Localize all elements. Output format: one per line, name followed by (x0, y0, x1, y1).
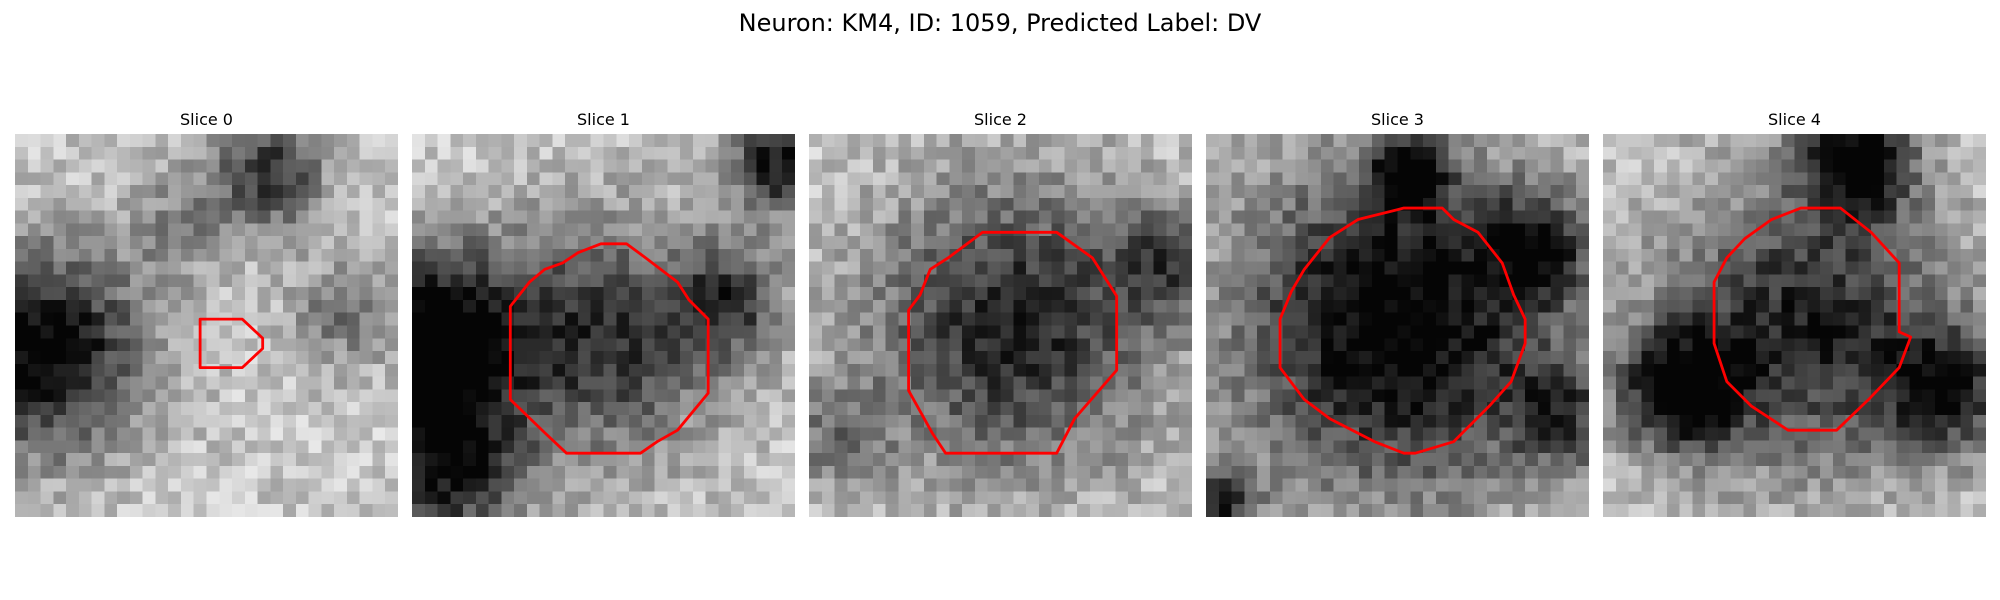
slice-title-2: Slice 2 (974, 110, 1027, 129)
slice-title-1: Slice 1 (577, 110, 630, 129)
segmentation-contour-3 (1278, 206, 1527, 455)
slice-image-2 (809, 134, 1192, 517)
slice-title-3: Slice 3 (1371, 110, 1424, 129)
segmentation-contour-2 (907, 230, 1119, 455)
slice-image-4 (1603, 134, 1986, 517)
segmentation-contour-1 (508, 242, 710, 455)
segmentation-contour-0 (198, 317, 265, 370)
slice-title-4: Slice 4 (1768, 110, 1821, 129)
slice-image-3 (1206, 134, 1589, 517)
slice-image-1 (412, 134, 795, 517)
figure-title: Neuron: KM4, ID: 1059, Predicted Label: … (738, 9, 1262, 37)
segmentation-contour-4 (1712, 206, 1913, 432)
slice-title-0: Slice 0 (180, 110, 233, 129)
slice-image-0 (15, 134, 398, 517)
